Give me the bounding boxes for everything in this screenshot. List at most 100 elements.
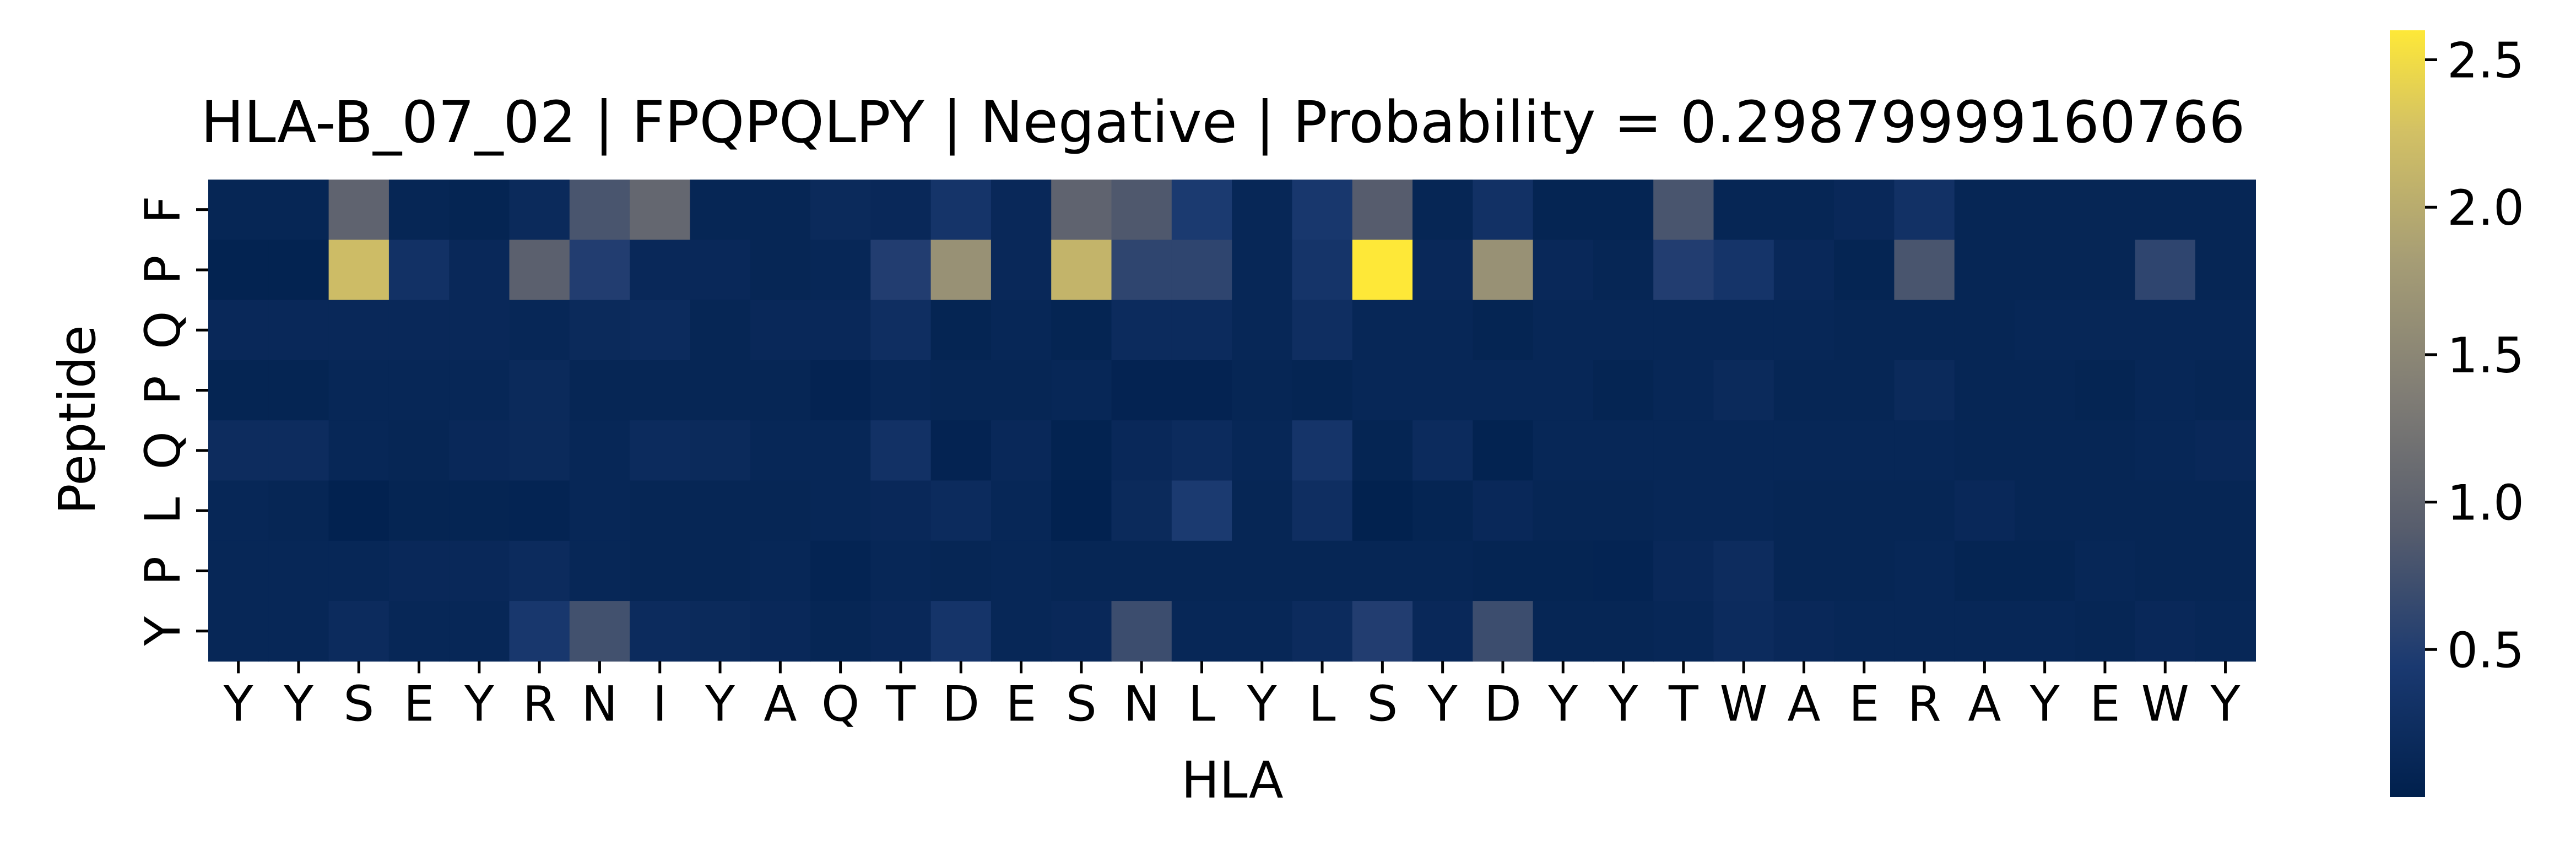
- heatmap-cell: [1593, 481, 1654, 541]
- heatmap-cell: [449, 300, 510, 361]
- heatmap-cell: [268, 541, 329, 601]
- heatmap-cell: [1593, 300, 1654, 361]
- heatmap-cell: [1413, 360, 1473, 421]
- heatmap-cell: [1292, 601, 1352, 661]
- heatmap-cell: [1774, 300, 1834, 361]
- x-tick-label: A: [1787, 675, 1820, 732]
- heatmap-cell: [1172, 601, 1232, 661]
- heatmap-cell: [810, 300, 871, 361]
- heatmap-cell: [690, 481, 750, 541]
- heatmap-cell: [1172, 481, 1232, 541]
- heatmap-cell: [2075, 360, 2135, 421]
- heatmap-cell: [1051, 240, 1112, 300]
- x-tick-label: T: [885, 675, 916, 732]
- heatmap-cell: [1112, 360, 1172, 421]
- heatmap-cell: [1834, 420, 1895, 481]
- heatmap-cell: [570, 180, 630, 240]
- heatmap-cell: [1955, 420, 2015, 481]
- heatmap-cell: [1112, 601, 1172, 661]
- heatmap-cell: [1714, 360, 1774, 421]
- heatmap-cell: [1232, 300, 1292, 361]
- heatmap-cell: [750, 601, 811, 661]
- heatmap-cell: [1352, 541, 1413, 601]
- heatmap-cell: [2075, 420, 2135, 481]
- heatmap-cell: [510, 481, 570, 541]
- heatmap-cell: [1473, 300, 1533, 361]
- heatmap-cell: [1112, 541, 1172, 601]
- heatmap-cell: [1413, 481, 1473, 541]
- x-tick-label: Q: [821, 675, 859, 732]
- heatmap-cell: [1894, 420, 1955, 481]
- heatmap-cell: [2075, 541, 2135, 601]
- colorbar-tick-label: 2.0: [2447, 180, 2524, 236]
- heatmap-cell: [1473, 541, 1533, 601]
- heatmap-cell: [1112, 180, 1172, 240]
- heatmap-cell: [2135, 300, 2196, 361]
- heatmap-cell: [1232, 240, 1292, 300]
- heatmap-cell: [2075, 240, 2135, 300]
- heatmap-cell: [1051, 300, 1112, 361]
- heatmap-cell: [1292, 541, 1352, 601]
- heatmap-cell: [690, 300, 750, 361]
- heatmap-cell: [1292, 360, 1352, 421]
- heatmap-cell: [1352, 481, 1413, 541]
- x-tick-label: E: [2090, 675, 2120, 732]
- heatmap-cell: [329, 360, 389, 421]
- heatmap-cell: [2135, 360, 2196, 421]
- heatmap-cell: [931, 300, 992, 361]
- heatmap-cell: [1714, 420, 1774, 481]
- heatmap-cell: [1413, 300, 1473, 361]
- x-tick-label: Y: [1547, 675, 1578, 732]
- heatmap-cell: [870, 300, 931, 361]
- x-tick-label: N: [582, 675, 618, 732]
- heatmap-cell: [389, 601, 450, 661]
- x-tick-label: A: [764, 675, 797, 732]
- heatmap-cell: [1714, 541, 1774, 601]
- heatmap-cell: [810, 601, 871, 661]
- y-tick-label: P: [134, 556, 191, 585]
- heatmap-cell: [1533, 300, 1594, 361]
- heatmap-cell: [750, 541, 811, 601]
- heatmap-cell: [1473, 601, 1533, 661]
- heatmap-cell: [1352, 180, 1413, 240]
- heatmap-cell: [1352, 420, 1413, 481]
- heatmap-cell: [1894, 601, 1955, 661]
- heatmap-cell: [1894, 481, 1955, 541]
- colorbar-tick-label: 0.5: [2447, 622, 2524, 679]
- heatmap-cell: [510, 240, 570, 300]
- heatmap-cell: [1051, 541, 1112, 601]
- heatmap-cell: [268, 420, 329, 481]
- x-tick-label: R: [1907, 675, 1941, 732]
- x-tick-label: Y: [705, 675, 735, 732]
- heatmap-cell: [570, 300, 630, 361]
- heatmap-cell: [1834, 541, 1895, 601]
- heatmap-cell: [2015, 420, 2075, 481]
- heatmap-cell: [1051, 481, 1112, 541]
- heatmap-cell: [810, 420, 871, 481]
- y-tick-label: L: [134, 497, 191, 524]
- heatmap-cell: [931, 601, 992, 661]
- heatmap-cell: [690, 180, 750, 240]
- heatmap-cell: [1894, 240, 1955, 300]
- heatmap-cell: [991, 360, 1052, 421]
- heatmap-cell: [2195, 420, 2256, 481]
- heatmap-cell: [690, 360, 750, 421]
- heatmap-cell: [1112, 481, 1172, 541]
- heatmap-cell: [329, 601, 389, 661]
- heatmap-cell: [449, 360, 510, 421]
- heatmap-cell: [931, 180, 992, 240]
- heatmap-cell: [2075, 300, 2135, 361]
- heatmap-cell: [2075, 180, 2135, 240]
- heatmap-cell: [2015, 360, 2075, 421]
- heatmap-cell: [1413, 240, 1473, 300]
- heatmap-cell: [630, 180, 690, 240]
- heatmap-cell: [268, 180, 329, 240]
- heatmap-cell: [750, 240, 811, 300]
- x-tick-label: E: [1849, 675, 1880, 732]
- heatmap-cell: [810, 180, 871, 240]
- y-tick-label: P: [134, 376, 191, 405]
- heatmap-cell: [1533, 420, 1594, 481]
- heatmap-cell: [870, 360, 931, 421]
- heatmap-cell: [208, 481, 269, 541]
